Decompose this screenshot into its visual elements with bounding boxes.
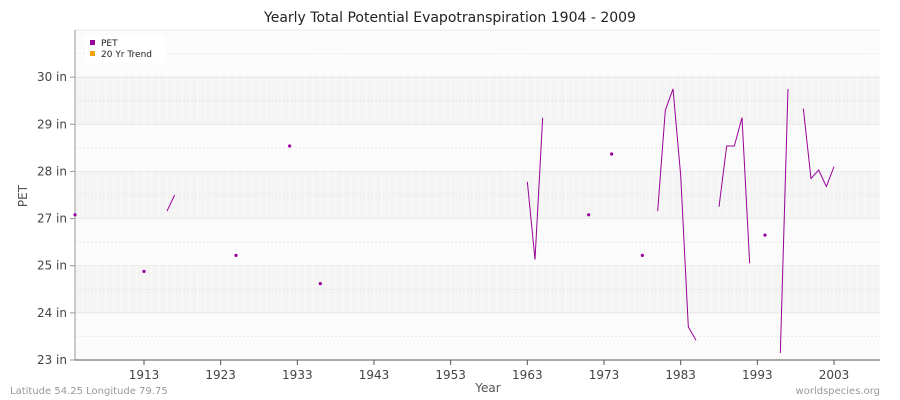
background-band: [75, 30, 880, 78]
series-line-segment: [526, 117, 544, 260]
horizontal-gridlines: [75, 29, 880, 361]
series-line-segment: [166, 194, 176, 212]
series-line-segment: [718, 117, 751, 264]
background-band: [75, 124, 880, 172]
legend-label-trend: 20 Yr Trend: [101, 50, 152, 60]
x-tick-label: 1943: [359, 368, 390, 382]
x-tick-label: 1953: [435, 368, 466, 382]
x-tick-label: 1933: [282, 368, 313, 382]
legend-swatch-pet: [90, 40, 95, 45]
series-line-segment: [657, 88, 697, 341]
data-point: [640, 253, 644, 257]
background-band: [75, 77, 880, 125]
x-tick-label: 2003: [819, 368, 850, 382]
y-tick-label: 29 in: [37, 117, 67, 131]
chart-title: Yearly Total Potential Evapotranspiratio…: [263, 10, 636, 26]
x-tick-label: 1913: [129, 368, 160, 382]
y-tick-label: 23 in: [37, 353, 67, 367]
series-line-segment: [802, 108, 835, 188]
data-point: [73, 213, 77, 217]
legend-label-pet: PET: [101, 39, 118, 49]
series-pet: [73, 88, 835, 353]
data-point: [234, 253, 238, 257]
footer-coordinates: Latitude 54.25 Longitude 79.75: [10, 386, 168, 397]
data-point: [763, 233, 767, 237]
series-line-segment: [779, 88, 789, 353]
footer-source: worldspecies.org: [796, 386, 880, 397]
x-tick-label: 1973: [589, 368, 620, 382]
x-axis-ticks: 1913 1923 1933 1943 1953 1963 1973 1983 1993 2003: [129, 360, 850, 382]
data-point: [318, 282, 322, 286]
data-point: [288, 144, 292, 148]
legend-swatch-trend: [90, 51, 95, 56]
x-tick-label: 1963: [512, 368, 543, 382]
x-tick-label: 1993: [742, 368, 773, 382]
y-tick-label: 27 in: [37, 212, 67, 226]
y-tick-label: 30 in: [37, 70, 67, 84]
axes: [74, 30, 880, 361]
data-point: [587, 213, 591, 217]
background-band: [75, 312, 880, 360]
data-point: [142, 269, 146, 273]
data-point: [610, 152, 614, 156]
background-band: [75, 265, 880, 313]
y-axis-ticks: 23 in 24 in 25 in 27 in 28 in 29 in 30 in: [37, 70, 75, 367]
y-axis-title: PET: [16, 184, 30, 207]
x-tick-label: 1923: [205, 368, 236, 382]
x-tick-label: 1983: [665, 368, 696, 382]
background-bands: [75, 30, 880, 360]
y-tick-label: 25 in: [37, 259, 67, 273]
legend-box: [85, 35, 165, 63]
y-tick-label: 24 in: [37, 306, 67, 320]
background-band: [75, 218, 880, 266]
legend: PET 20 Yr Trend: [85, 35, 165, 63]
y-tick-label: 28 in: [37, 164, 67, 178]
x-axis-title: Year: [474, 381, 500, 395]
